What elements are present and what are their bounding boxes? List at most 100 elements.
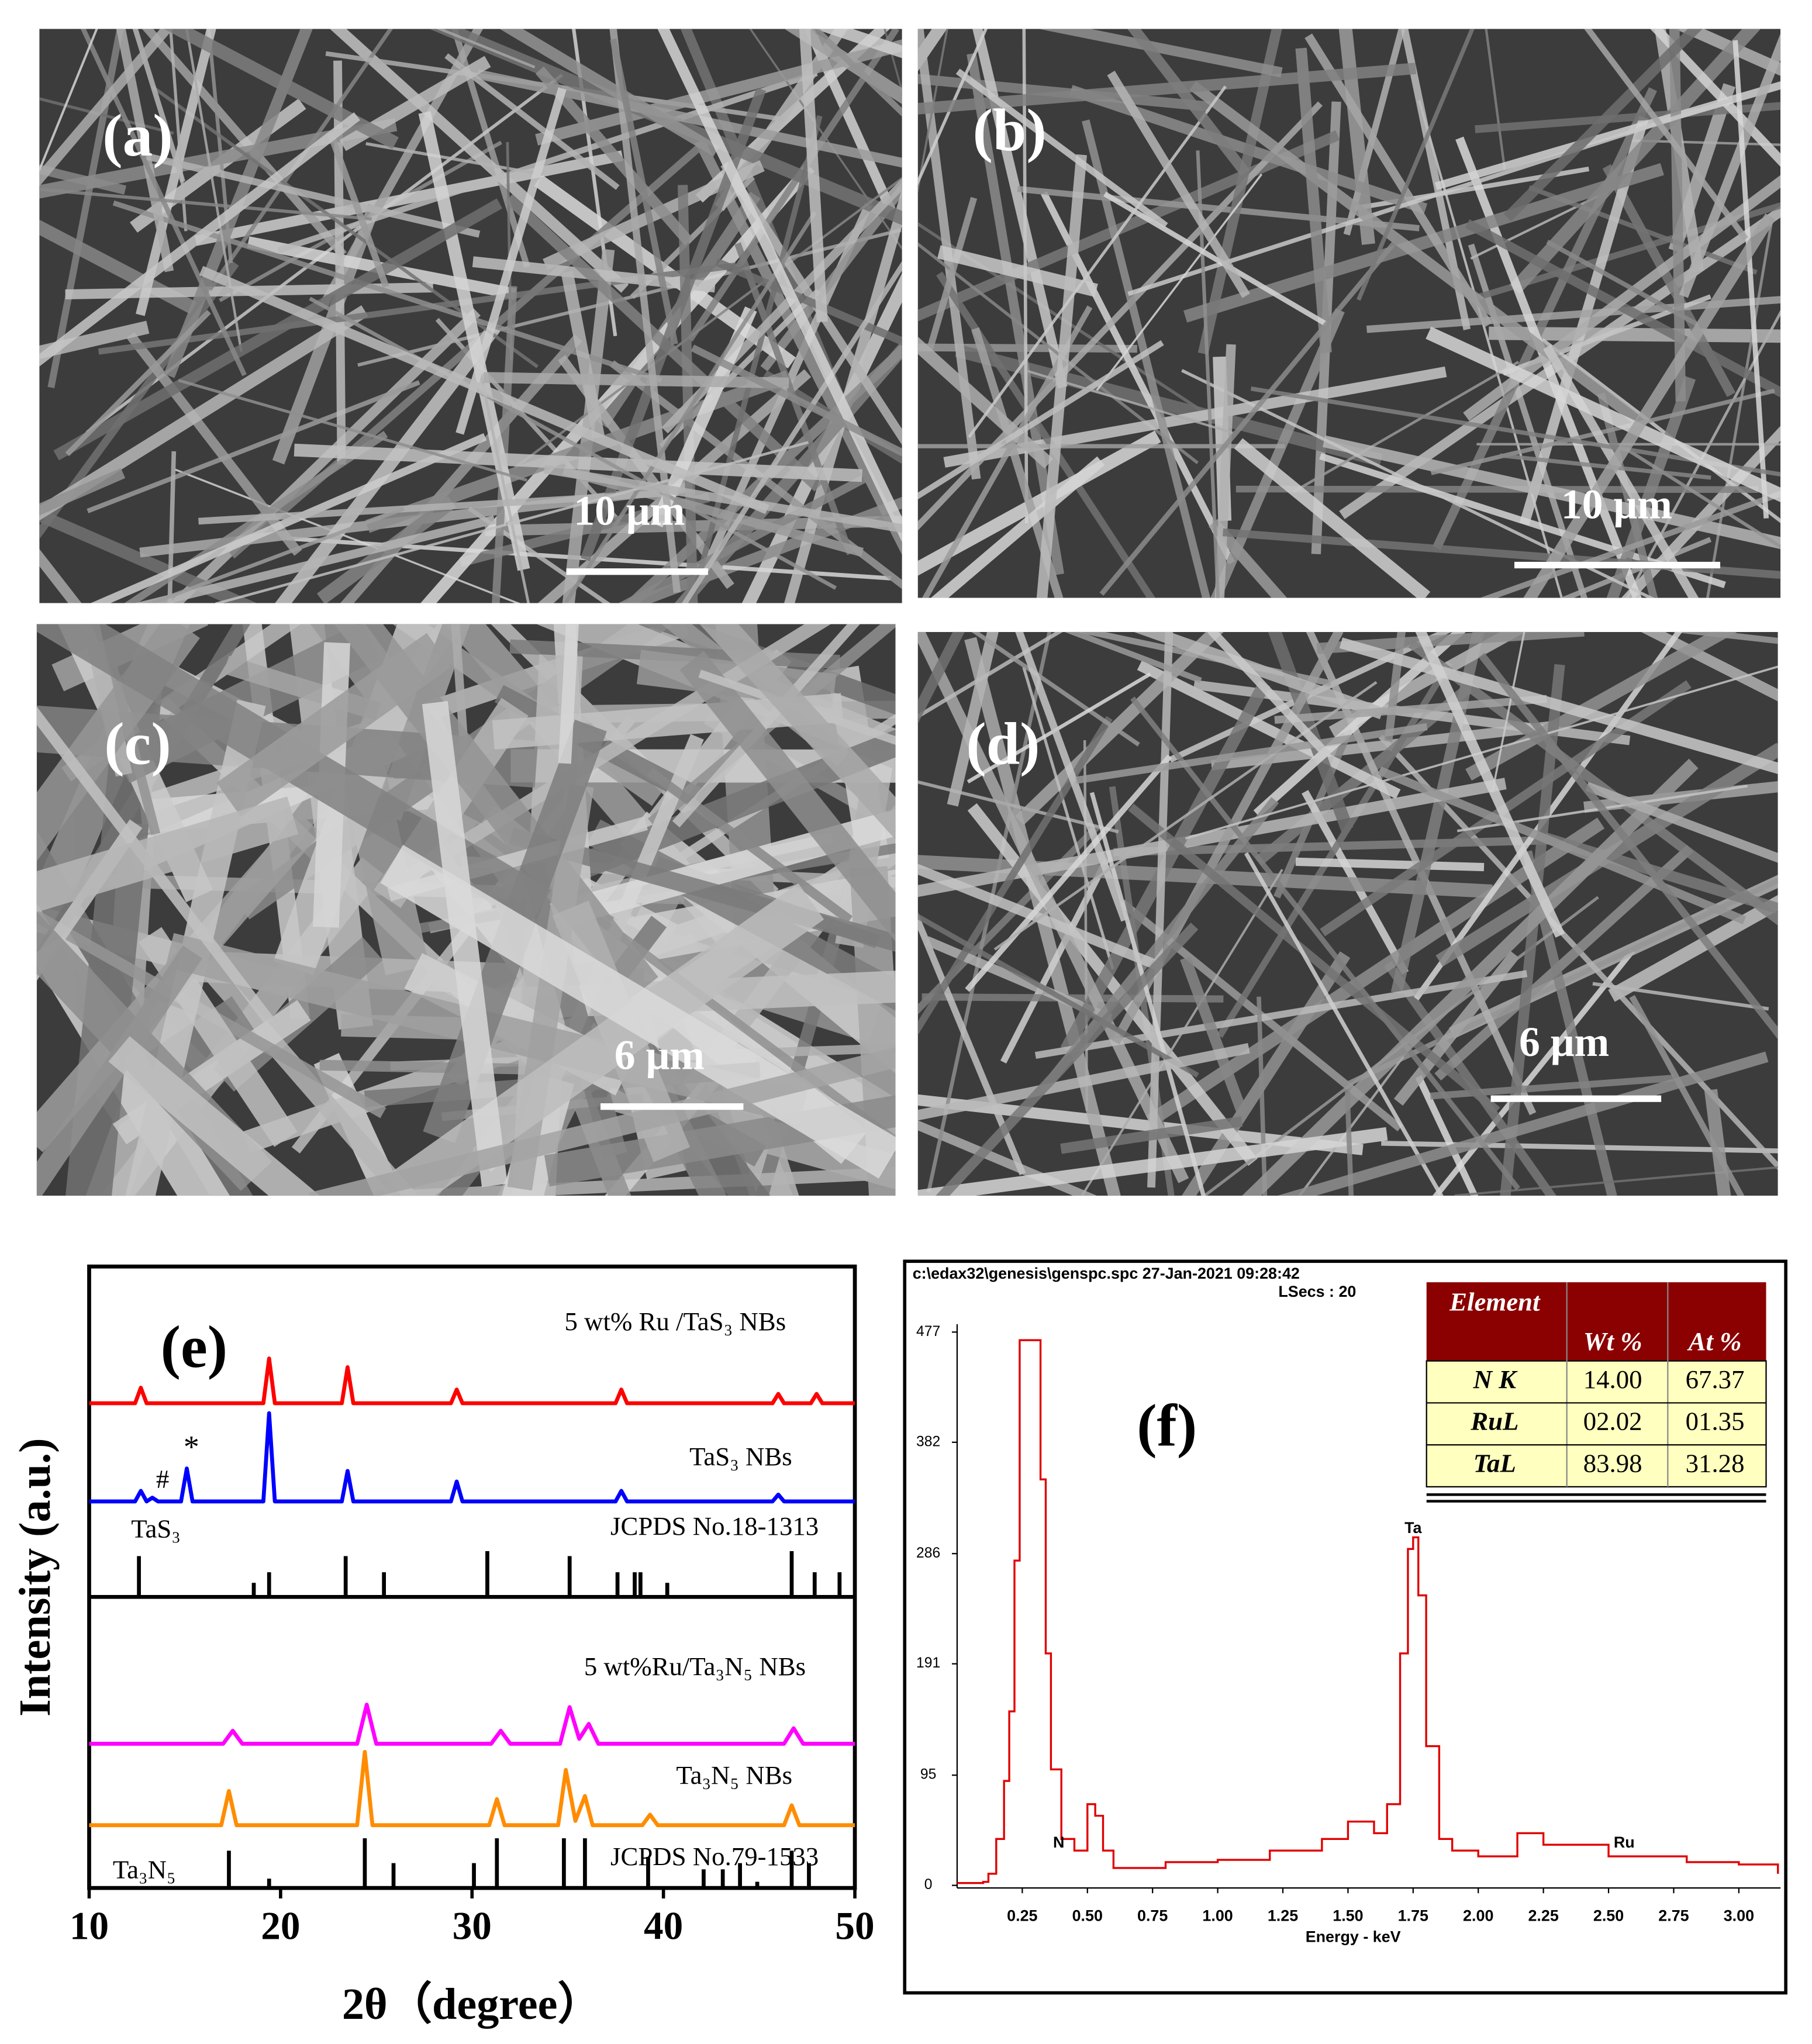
- x-tick-label: 40: [644, 1904, 683, 1948]
- sem-fiber: [373, 1167, 896, 1196]
- sem-fiber: [1064, 631, 1202, 683]
- y-tick-label: 286: [916, 1545, 940, 1561]
- scale-bar-label: 6 μm: [1519, 1018, 1609, 1065]
- sem-fiber: [917, 913, 1199, 1078]
- table-cell: 31.28: [1686, 1448, 1745, 1477]
- x-tick-label: 0.50: [1072, 1907, 1103, 1925]
- sem-fiber: [964, 637, 1121, 1196]
- peak-marker: #: [156, 1464, 169, 1493]
- sem-fiber: [1585, 782, 1778, 863]
- sem-fiber: [1706, 217, 1774, 598]
- sem-fiber: [1323, 435, 1781, 550]
- table-header-bg: [1426, 1282, 1766, 1361]
- sem-image: [36, 624, 896, 1196]
- sem-fiber: [1523, 213, 1776, 598]
- sem-fiber: [1096, 173, 1263, 391]
- x-tick-label: 2.00: [1463, 1907, 1493, 1925]
- sem-fiber: [178, 379, 527, 482]
- panel-label: (a): [102, 102, 172, 169]
- sem-fiber: [931, 456, 1105, 598]
- sem-fiber: [1036, 154, 1087, 598]
- sem-fiber: [936, 922, 1199, 1196]
- sem-fiber: [1137, 660, 1401, 799]
- sem-fiber: [146, 153, 481, 238]
- sem-fiber: [418, 111, 530, 571]
- sem-fiber: [657, 29, 902, 543]
- sem-fiber: [1109, 786, 1175, 1196]
- table-cell: TaL: [1473, 1448, 1516, 1477]
- scale-bar: [566, 568, 708, 575]
- sem-fiber: [1679, 33, 1781, 298]
- sem-fiber: [1304, 33, 1493, 327]
- sem-fiber: [208, 29, 394, 291]
- sem-fiber: [36, 706, 273, 1023]
- sem-fiber: [1293, 361, 1520, 493]
- sem-fiber: [917, 336, 1054, 469]
- sem-fiber: [1463, 175, 1781, 421]
- peak-marker: *: [184, 1430, 199, 1465]
- panel-label: (e): [161, 1314, 227, 1380]
- sem-fiber: [216, 633, 451, 817]
- sem-fiber: [1274, 695, 1548, 724]
- sem-fiber: [1244, 852, 1444, 1196]
- sem-fiber: [1181, 951, 1351, 1196]
- sem-fiber: [451, 29, 530, 268]
- sem-fiber: [386, 883, 824, 1196]
- panel-label: (b): [973, 97, 1047, 164]
- sem-fiber: [1183, 163, 1664, 323]
- sem-fiber: [609, 360, 902, 589]
- sem-fiber: [1015, 631, 1224, 826]
- table-cell: 14.00: [1583, 1365, 1642, 1394]
- sem-fiber: [499, 29, 720, 157]
- sem-fiber: [1216, 661, 1452, 1038]
- sem-fiber: [53, 198, 503, 461]
- sem-fiber: [967, 53, 1064, 575]
- sem-fiber: [1022, 667, 1114, 970]
- sem-fiber: [478, 370, 530, 603]
- sem-fiber: [1295, 47, 1332, 353]
- reference-label: JCPDS No.18-1313: [610, 1511, 819, 1541]
- sem-fiber: [436, 29, 536, 69]
- xrd-pattern: [89, 1356, 855, 1406]
- sem-fiber: [365, 142, 543, 177]
- sem-fiber: [1732, 40, 1769, 519]
- sem-fiber: [87, 380, 420, 513]
- sem-fiber: [558, 624, 579, 764]
- sem-fiber: [1378, 766, 1747, 925]
- sem-images: [36, 29, 1781, 1196]
- sem-fiber: [1295, 857, 1485, 872]
- sem-fiber: [194, 150, 624, 246]
- sem-fiber: [1338, 29, 1375, 245]
- sem-image: [917, 29, 1781, 598]
- sem-fiber: [1434, 844, 1694, 1081]
- x-tick-label: 20: [261, 1904, 300, 1948]
- sem-fiber: [1147, 631, 1174, 1188]
- sem-fiber: [1022, 29, 1028, 524]
- sem-fiber: [1306, 631, 1537, 1116]
- series-label: TaS₃ NBs: [689, 1442, 792, 1471]
- sem-fiber: [365, 370, 791, 533]
- sem-fiber: [720, 161, 902, 446]
- scale-bar-label: 10 μm: [1561, 481, 1672, 528]
- sem-fiber: [810, 29, 902, 117]
- sem-fiber: [91, 433, 487, 603]
- sem-fiber: [141, 29, 347, 258]
- sem-fiber: [163, 29, 399, 150]
- sem-fiber: [1209, 519, 1288, 598]
- sem-image: [39, 29, 902, 603]
- x-tick-label: 1.75: [1398, 1907, 1428, 1925]
- sem-fiber: [699, 624, 896, 840]
- sem-fiber: [80, 29, 247, 377]
- sem-fiber: [1082, 119, 1210, 598]
- sem-fiber: [921, 305, 1093, 598]
- sem-fiber: [1242, 758, 1699, 1196]
- sem-fiber: [116, 29, 174, 272]
- sem-fiber: [39, 508, 257, 603]
- sem-fiber: [534, 174, 796, 369]
- sem-fiber: [917, 1094, 1364, 1155]
- sem-fiber: [1257, 996, 1268, 1196]
- sem-fiber: [167, 451, 177, 603]
- sem-fiber: [965, 754, 1172, 992]
- sem-fiber: [698, 669, 896, 745]
- x-tick-label: 1.00: [1202, 1907, 1233, 1925]
